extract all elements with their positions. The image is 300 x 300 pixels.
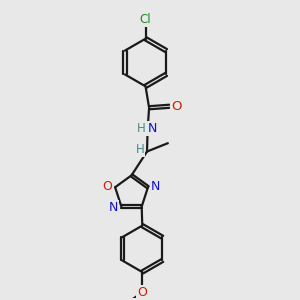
Text: N: N: [151, 180, 160, 193]
Text: H: H: [136, 143, 145, 156]
Text: N: N: [148, 122, 157, 135]
Text: O: O: [137, 286, 147, 299]
Text: H: H: [137, 122, 146, 135]
Text: Cl: Cl: [140, 13, 151, 26]
Text: O: O: [102, 180, 112, 193]
Text: N: N: [109, 201, 118, 214]
Text: O: O: [171, 100, 181, 113]
